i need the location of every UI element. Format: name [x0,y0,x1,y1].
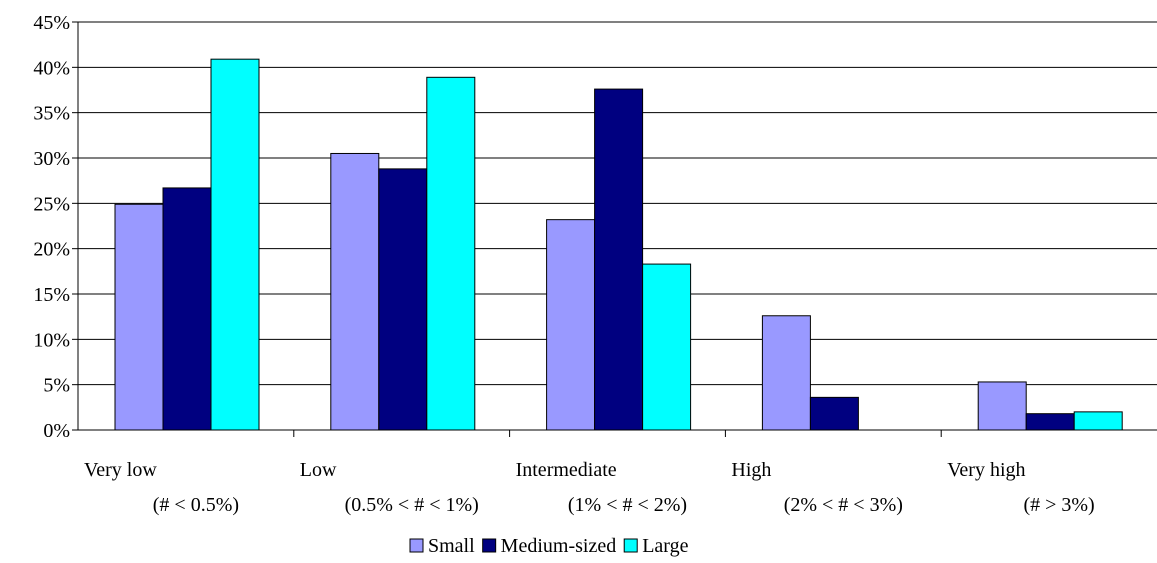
y-tick-label: 10% [33,329,70,351]
bar-large-5 [1073,411,1123,431]
y-tick-label: 0% [43,420,70,442]
x-category-range-label: (0.5% < # < 1%) [345,494,479,516]
bar-large-3 [642,263,692,431]
legend-swatch-large [623,538,638,553]
bar-small-4 [761,315,811,431]
y-tick-label: 45% [33,12,70,34]
legend: Small Medium-sized Large [409,535,689,557]
y-tick-label: 5% [43,375,70,397]
legend-swatch-small [409,538,424,553]
bar-large-1 [210,58,260,431]
legend-label-large: Large [642,535,688,557]
legend-label-medium-sized: Medium-sized [501,535,617,557]
y-tick-label: 30% [33,148,70,170]
x-category-range-label: (1% < # < 2%) [568,494,687,516]
y-tick-label: 25% [33,193,70,215]
y-tick-label: 40% [33,57,70,79]
x-category-label: Very low [84,459,157,481]
y-tick-label: 20% [33,239,70,261]
x-category-range-label: (# < 0.5%) [153,494,239,516]
x-category-label: Intermediate [516,459,617,481]
bar-medium-sized-3 [594,88,644,431]
bar-medium-sized-1 [162,187,212,431]
axes [77,22,1157,437]
x-category-label: Very high [947,459,1025,481]
x-category-label: High [731,459,771,481]
y-tick-label: 15% [33,284,70,306]
bar-large-2 [426,76,476,431]
bar-small-3 [546,219,596,431]
bar-medium-sized-4 [809,396,859,431]
x-axis-category-labels: Very low (# < 0.5%) Low (0.5% < # < 1%) Inte… [84,459,1095,516]
x-category-label: Low [300,459,337,481]
bar-small-2 [330,152,380,431]
bar-small-5 [977,381,1027,431]
bar-small-1 [114,203,164,431]
y-axis-tick-labels: 0% 5% 10% 15% 20% 25% 30% 35% 40% 45% [33,12,70,442]
x-category-range-label: (# > 3%) [1023,494,1094,516]
y-tick-label: 35% [33,103,70,125]
bar-medium-sized-2 [378,168,428,431]
legend-label-small: Small [428,535,475,557]
x-category-range-label: (2% < # < 3%) [784,494,903,516]
bar-medium-sized-5 [1025,413,1075,431]
legend-swatch-medium-sized [482,538,497,553]
bars [114,58,1123,431]
